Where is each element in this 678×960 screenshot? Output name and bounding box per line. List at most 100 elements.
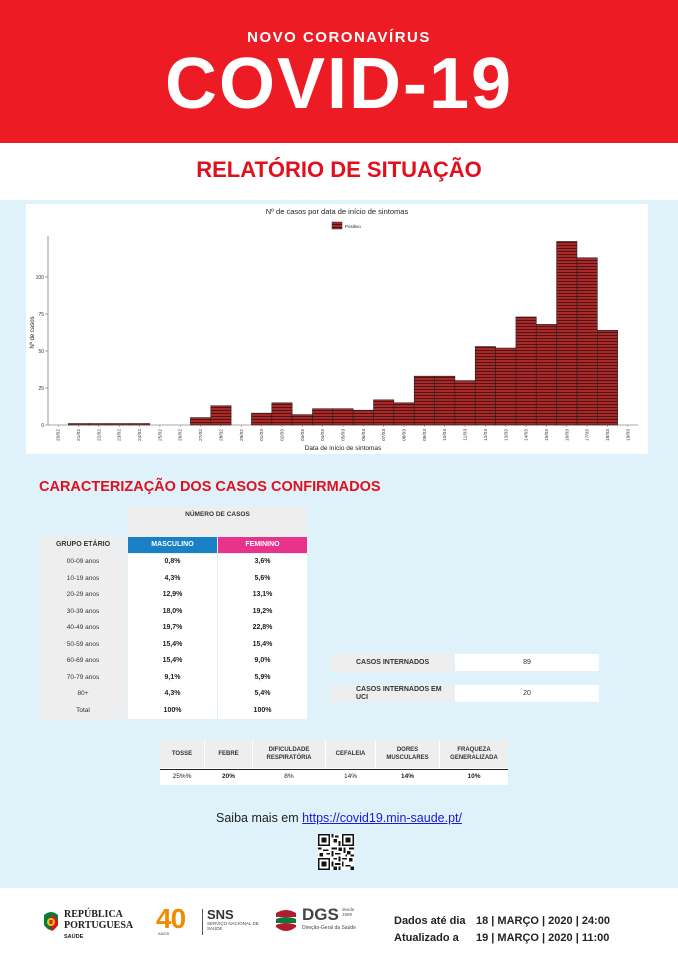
chart-bar [556,241,578,426]
chart-bar [88,423,110,426]
qr-code-icon[interactable] [318,834,354,870]
chart-bar [251,412,273,426]
male-cell: 4,3% [128,686,217,703]
female-cell: 3,6% [218,554,307,571]
chart-bar [434,375,456,426]
x-tick-label: 01/03 [259,429,265,441]
y-axis-label: Nº de casos [29,316,36,348]
male-cell: 100% [128,702,217,719]
more-info-text: Saiba mais em [216,811,299,825]
age-group-cell: 00-09 anos [39,554,127,571]
x-tick-label: 10/03 [442,429,448,441]
chart-bar [291,414,313,426]
chart-bar [271,402,293,426]
symptoms-divider [160,769,508,770]
header-subtitle: NOVO CORONAVÍRUS [247,29,431,46]
number-of-cases-header: NÚMERO DE CASOS [128,506,307,536]
x-tick-label: 18/03 [605,429,611,441]
male-header: MASCULINO [128,537,217,553]
age-group-cell: 30-39 anos [39,603,127,620]
table-row: 40-49 anos 19,7% 22,8% [39,620,307,637]
icu-value: 20 [455,685,599,702]
male-cell: 18,0% [128,603,217,620]
dgs-full-name: Direção-Geral da Saúde [302,925,356,931]
chart-bar [190,417,212,426]
x-tick-label: 27/02 [198,429,204,441]
age-table-rows: 00-09 anos 0,8% 3,6% 10-19 anos 4,3% 5,6% 20… [39,554,307,719]
symptom-column: CEFALEIA 14% [326,740,375,785]
x-tick-label: 25/02 [157,429,163,441]
age-group-cell: 10-19 anos [39,570,127,587]
x-tick-label: 20/02 [56,429,62,441]
footer [0,888,678,960]
table-row: 00-09 anos 0,8% 3,6% [39,554,307,571]
chart-bar [597,329,618,426]
symptom-value: 8% [284,773,294,780]
report-dates: Dados até dia 18 | MARÇO | 2020 | 24:00 A… [394,913,610,947]
age-group-cell: 80+ [39,686,127,703]
female-cell: 5,4% [218,686,307,703]
x-tick-label: 09/03 [422,429,428,441]
symptom-name: TOSSE [160,740,204,768]
x-tick-label: 22/02 [96,429,102,441]
icu-label: CASOS INTERNADOS EM UCI [330,685,453,702]
y-tick-label: 100 [36,275,45,281]
symptom-column: DIFICULDADE RESPIRATÓRIA 8% [253,740,325,785]
male-cell: 19,7% [128,620,217,637]
male-cell: 15,4% [128,653,217,670]
symptom-name: FRAQUEZA GENERALIZADA [440,740,508,768]
anos-text: ANOS [158,931,170,936]
cases-chart-svg: Nº de casos por data de início de sintom… [29,207,638,452]
report-title-bar: RELATÓRIO DE SITUAÇÃO [0,143,678,200]
updated-row: Atualizado a 19 | MARÇO | 2020 | 11:00 [394,930,610,947]
x-tick-label: 07/03 [381,429,387,441]
chart-bar [210,405,232,426]
chart-bar [576,257,598,426]
chart-bar [129,423,151,426]
table-row: Total 100% 100% [39,702,307,719]
male-cell: 0,8% [128,554,217,571]
data-until-label: Dados até dia [394,915,466,927]
hospitalized-box: CASOS INTERNADOS 89 [330,654,599,671]
x-tick-label: 05/03 [341,429,347,441]
x-tick-label: 16/03 [564,429,570,441]
more-info-link[interactable]: https://covid19.min-saude.pt/ [302,811,462,825]
age-group-cell: 40-49 anos [39,620,127,637]
hospitalized-value: 89 [455,654,599,671]
chart-bar [474,346,496,426]
age-group-cell: 60-69 anos [39,653,127,670]
x-tick-label: 08/03 [402,429,408,441]
age-group-cell: 20-29 anos [39,587,127,604]
forty-years-mark: 40 [156,903,186,934]
legend-swatch [331,221,343,230]
updated-label: Atualizado a [394,932,459,944]
y-tick-label: 50 [38,349,44,355]
data-until-value: 18 | MARÇO | 2020 | 24:00 [476,915,610,927]
symptom-column: TOSSE 25%% [160,740,204,785]
female-cell: 9,0% [218,653,307,670]
age-group-cell: 50-59 anos [39,636,127,653]
x-tick-label: 21/02 [76,429,82,441]
chart-bar [495,347,517,426]
age-group-header: GRUPO ETÁRIO [39,537,127,553]
symptom-value: 20% [221,773,235,780]
hospitalized-label: CASOS INTERNADOS [330,654,453,671]
age-group-cell: Total [39,702,127,719]
sns-subtitle: SERVIÇO NACIONAL DE SAÚDE [207,921,259,931]
symptom-column: DORES MUSCULARES 14% [376,740,439,785]
male-cell: 4,3% [128,570,217,587]
symptom-name: DORES MUSCULARES [376,740,439,768]
chart-bar [454,380,476,426]
chart-bar [413,375,435,426]
saude-text: SAÚDE [64,934,84,940]
x-tick-label: 17/03 [585,429,591,441]
female-cell: 19,2% [218,603,307,620]
table-row: 50-59 anos 15,4% 15,4% [39,636,307,653]
symptom-value: 10% [467,773,481,780]
cases-section-title: CARACTERIZAÇÃO DOS CASOS CONFIRMADOS [39,479,381,495]
female-cell: 13,1% [218,587,307,604]
x-tick-label: 26/02 [178,429,184,441]
female-cell: 100% [218,702,307,719]
x-tick-label: 02/03 [279,429,285,441]
updated-value: 19 | MARÇO | 2020 | 11:00 [476,932,610,944]
